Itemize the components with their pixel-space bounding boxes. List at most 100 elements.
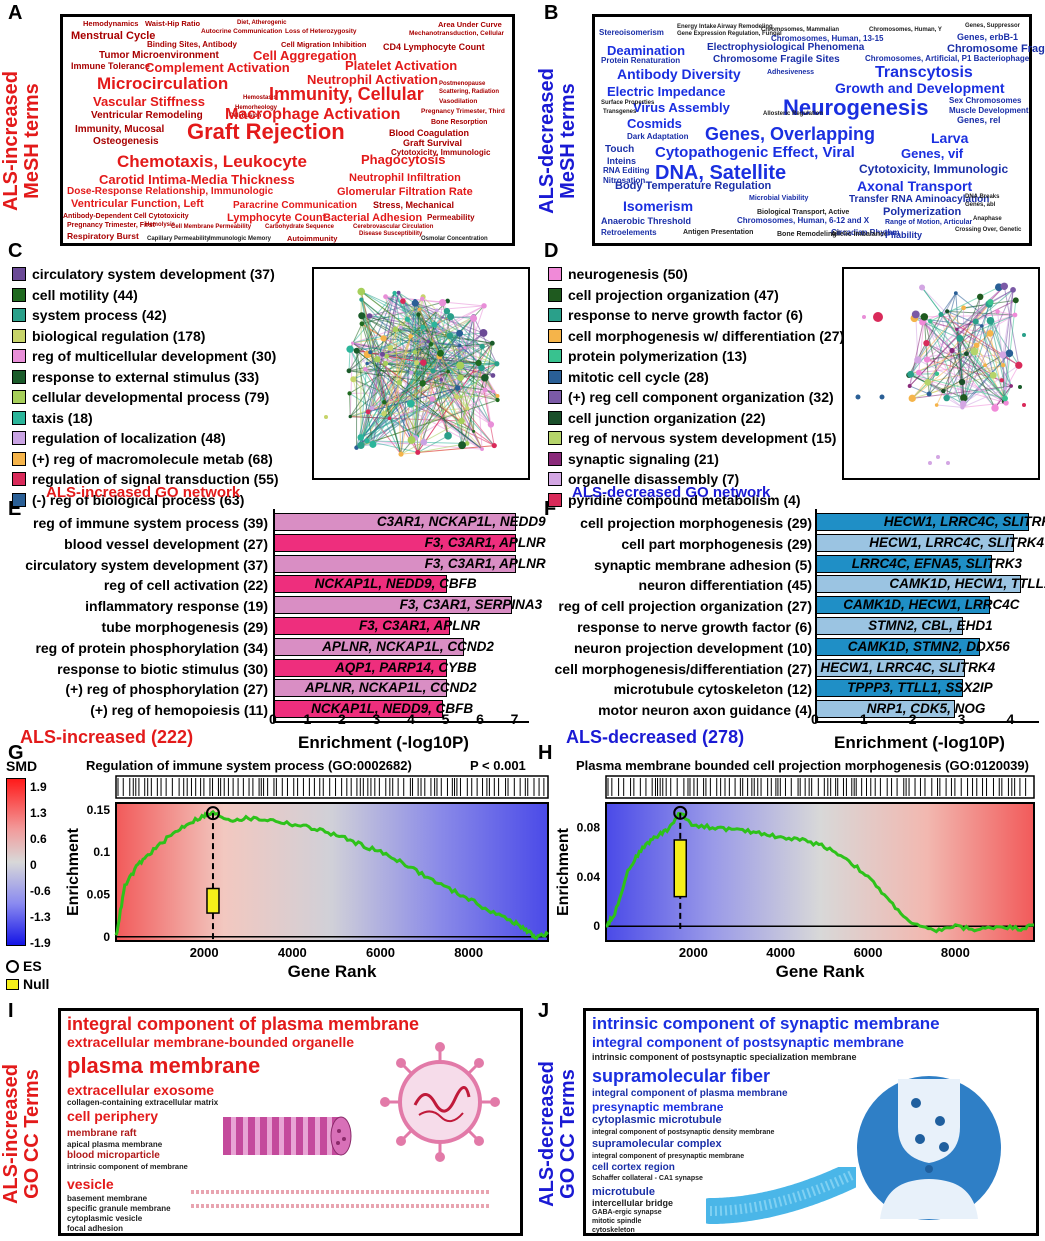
cloud-term: Hemorheology <box>235 105 278 111</box>
legend-item: pyridine compound metabolism (4) <box>548 490 844 511</box>
cloud-term: intercellular bridge <box>592 1198 674 1208</box>
cloud-term: Dose-Response Relationship, Immunologic <box>67 186 274 197</box>
network-node <box>973 342 980 349</box>
legend-swatch <box>548 390 562 405</box>
network-node <box>430 368 436 374</box>
network-edge <box>917 292 957 361</box>
network-node <box>457 374 464 381</box>
network-node <box>369 405 375 411</box>
bar-gene-label: CAMK1D, HECW1, TTLL1 <box>889 576 1045 592</box>
network-node <box>365 361 369 366</box>
bar-gene-label: LRRC4C, EFNA5, SLITRK3 <box>851 555 1022 571</box>
network-edge <box>484 343 493 390</box>
go-decreased-network-caption: ALS-decreased GO network <box>572 484 771 501</box>
cloud-term: Chemotaxis, Leukocyte <box>117 152 307 171</box>
network-edge <box>928 364 1004 395</box>
network-node <box>953 291 958 296</box>
cloud-term: RNA Editing <box>603 166 650 175</box>
gene-barcode <box>605 775 1035 799</box>
panel-label-c: C <box>8 240 23 262</box>
cloud-term: Chromosomes, Human, Y <box>869 27 942 33</box>
cloud-term: Immune Tolerance <box>71 61 150 71</box>
network-node <box>369 440 377 448</box>
go-decreased-legend: neurogenesis (50) cell projection organiz… <box>548 264 844 510</box>
network-edge <box>348 370 486 391</box>
mesh-increased-cloud: Hemodynamics Waist-Hip Ratio Diet, Atherog… <box>60 14 515 246</box>
network-edge <box>416 362 434 372</box>
network-edge <box>440 305 485 354</box>
cloud-term: Immunity, Cellular <box>269 84 424 104</box>
cloud-term: Microcirculation <box>97 74 229 93</box>
network-node <box>420 324 426 330</box>
bar-gene-label: F3, C3AR1, APLNR <box>424 534 546 550</box>
x-tick-label: 3 <box>372 711 381 727</box>
cloud-term: Genes, vif <box>901 146 964 161</box>
network-node <box>346 345 354 353</box>
cloud-term: Touch <box>605 144 635 155</box>
cc-decreased-cloud: intrinsic component of synaptic membrane… <box>583 1008 1039 1236</box>
cloud-term: Schaffer collateral - CA1 synapse <box>592 1175 703 1182</box>
legend-swatch <box>548 267 562 282</box>
es-marker <box>205 806 220 821</box>
cloud-term: Menstrual Cycle <box>71 30 156 42</box>
cloud-term: Postmenopause <box>439 81 486 87</box>
network-node <box>491 389 496 394</box>
bar-category-label: microtubule cytoskeleton (12) <box>613 681 812 698</box>
network-edge <box>367 324 435 355</box>
network-node <box>420 438 428 446</box>
network-edge <box>951 350 963 383</box>
network-node <box>972 318 979 325</box>
network-edge <box>981 325 1004 366</box>
y-axis-title: Enrichment <box>65 827 82 916</box>
panel-label-g: G <box>8 742 24 764</box>
null-box <box>673 839 687 898</box>
bar-gene-label: CAMK1D, STMN2, DDX56 <box>847 638 1010 654</box>
cloud-term: Airway Remodeling <box>717 24 773 30</box>
cloud-term: Cell Aggregation <box>253 48 357 63</box>
network-edge <box>415 362 424 439</box>
network-edge <box>416 362 497 365</box>
cloud-term: integral component of postsynaptic membr… <box>592 1034 904 1050</box>
legend-label: taxis (18) <box>32 409 93 426</box>
cloud-term: GABA-ergic synapse <box>592 1209 662 1216</box>
bar-category-label: neuron projection development (10) <box>573 639 812 656</box>
x-tick-label: 2 <box>908 711 917 727</box>
network-node <box>989 371 997 379</box>
x-tick-label: 2000 <box>190 945 219 960</box>
bar <box>816 617 963 635</box>
network-edge <box>400 326 483 348</box>
network-edge <box>422 346 483 384</box>
x-tick-label: 1 <box>303 711 312 727</box>
network-node <box>1015 361 1023 369</box>
go-increased-network <box>312 267 530 480</box>
network-node <box>392 290 397 296</box>
network-edge <box>959 338 963 383</box>
cloud-term: Chromosomes, Human, 13-15 <box>771 34 884 43</box>
network-edge <box>1004 289 1014 389</box>
network-node <box>926 391 932 397</box>
y-axis-title: Enrichment <box>555 827 572 916</box>
synapse-icon <box>857 1076 1001 1220</box>
network-node <box>941 388 946 394</box>
smd-title: SMD <box>6 758 38 774</box>
network-node <box>970 347 979 356</box>
cloud-term: microtubule <box>592 1186 655 1198</box>
network-node <box>958 378 966 386</box>
cloud-term: CD4 Lymphocyte Count <box>383 42 485 52</box>
cloud-term: Carbohydrate Sequence <box>265 224 335 230</box>
cloud-term: Body Temperature Regulation <box>615 180 772 192</box>
network-edge <box>450 316 474 319</box>
network-node <box>458 343 462 348</box>
network-node <box>459 395 463 399</box>
bar-category-label: (+) reg of hemopoiesis (11) <box>90 702 268 719</box>
cloud-term: specific granule membrane <box>67 1204 171 1213</box>
network-node <box>479 343 485 350</box>
network-edge <box>449 332 484 337</box>
legend-item: regulation of localization (48) <box>12 428 279 449</box>
network-edge <box>349 348 494 393</box>
network-edge <box>956 299 1017 330</box>
x-tick-label: 8000 <box>941 945 970 960</box>
network-node <box>387 345 394 351</box>
network-edge <box>356 350 374 445</box>
x-tick-label: 7 <box>510 711 519 727</box>
